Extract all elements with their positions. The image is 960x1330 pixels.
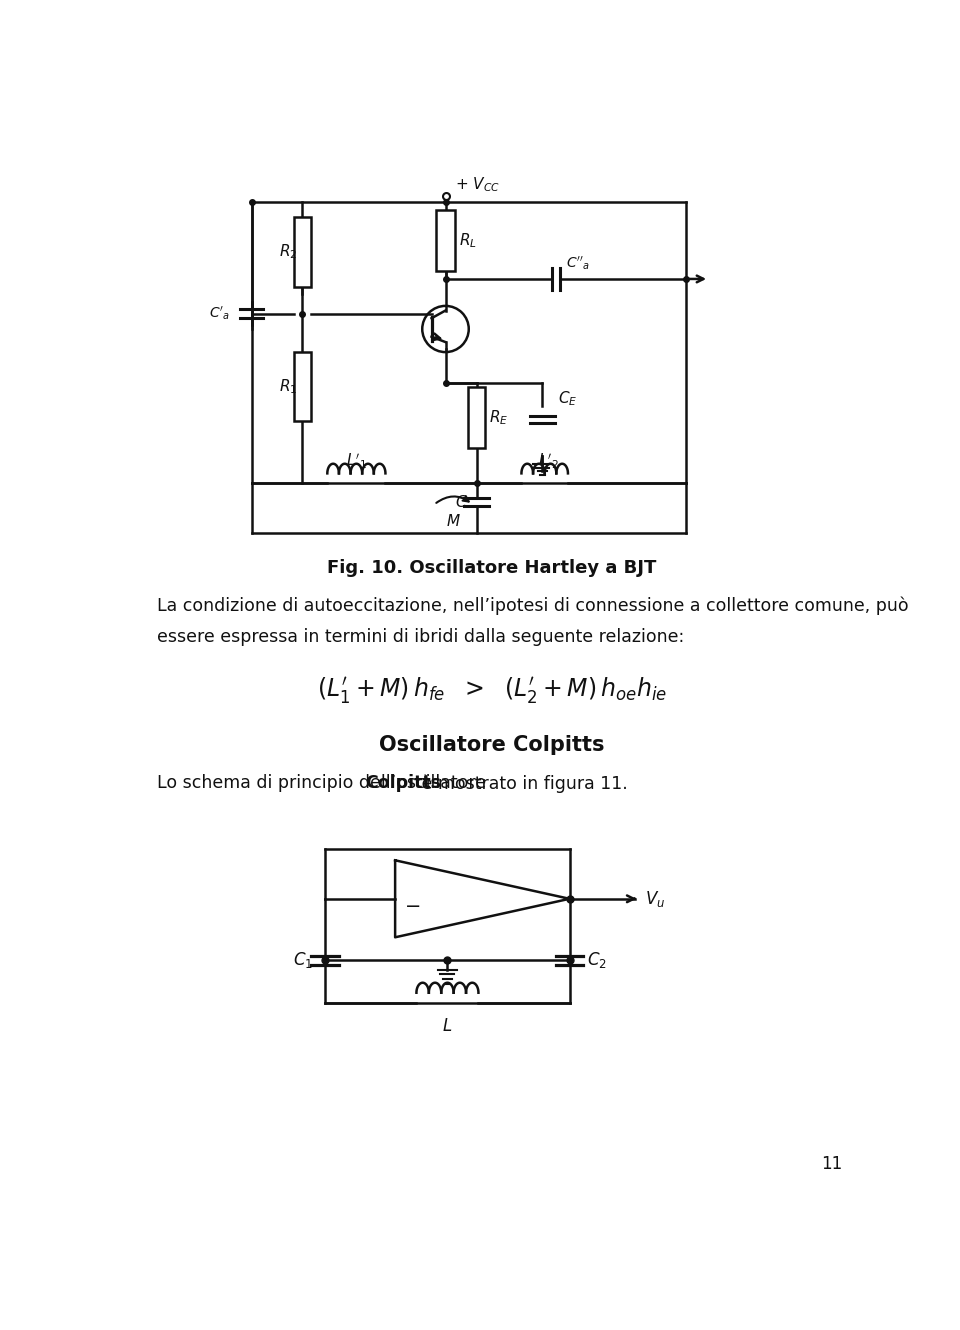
Text: essere espressa in termini di ibridi dalla seguente relazione:: essere espressa in termini di ibridi dal…	[157, 628, 684, 646]
Text: $(L_1' + M)\, h_{fe}\ \ >\ \ (L_2' + M)\, h_{oe}h_{ie}$: $(L_1' + M)\, h_{fe}\ \ >\ \ (L_2' + M)\…	[317, 676, 667, 706]
Text: $L'_1$: $L'_1$	[346, 452, 367, 471]
Text: $C_E$: $C_E$	[558, 388, 577, 408]
Text: 11: 11	[821, 1156, 842, 1173]
Polygon shape	[396, 861, 569, 938]
Text: $-$: $-$	[404, 895, 420, 915]
Bar	[294, 217, 311, 287]
Text: La condizione di autoeccitazione, nell’ipotesi di connessione a collettore comun: La condizione di autoeccitazione, nell’i…	[157, 597, 909, 616]
Text: Fig. 10. Oscillatore Hartley a BJT: Fig. 10. Oscillatore Hartley a BJT	[327, 559, 657, 577]
Text: $C$: $C$	[455, 495, 468, 511]
Text: $C_1$: $C_1$	[293, 951, 313, 971]
Text: $C''_a$: $C''_a$	[566, 255, 590, 273]
Text: è mostrato in figura 11.: è mostrato in figura 11.	[416, 774, 628, 793]
Text: $+\ V_{CC}$: $+\ V_{CC}$	[455, 176, 500, 194]
Text: $C_2$: $C_2$	[587, 951, 607, 971]
Text: $R_1$: $R_1$	[278, 378, 298, 396]
Text: $R_E$: $R_E$	[489, 408, 508, 427]
Text: Oscillatore Colpitts: Oscillatore Colpitts	[379, 734, 605, 755]
Text: $R_2$: $R_2$	[278, 242, 298, 262]
Text: $L'_2$: $L'_2$	[539, 452, 559, 471]
Text: $C'_a$: $C'_a$	[209, 305, 230, 322]
Text: Lo schema di principio dell’oscillatore: Lo schema di principio dell’oscillatore	[157, 774, 492, 793]
Bar	[436, 210, 455, 271]
Text: $V_u$: $V_u$	[645, 888, 665, 908]
Text: $L$: $L$	[443, 1017, 452, 1035]
Text: $R_L$: $R_L$	[460, 231, 477, 250]
Text: Colpitts: Colpitts	[365, 774, 441, 793]
Bar	[294, 352, 311, 422]
Text: $M$: $M$	[446, 513, 461, 529]
Bar	[468, 387, 485, 448]
